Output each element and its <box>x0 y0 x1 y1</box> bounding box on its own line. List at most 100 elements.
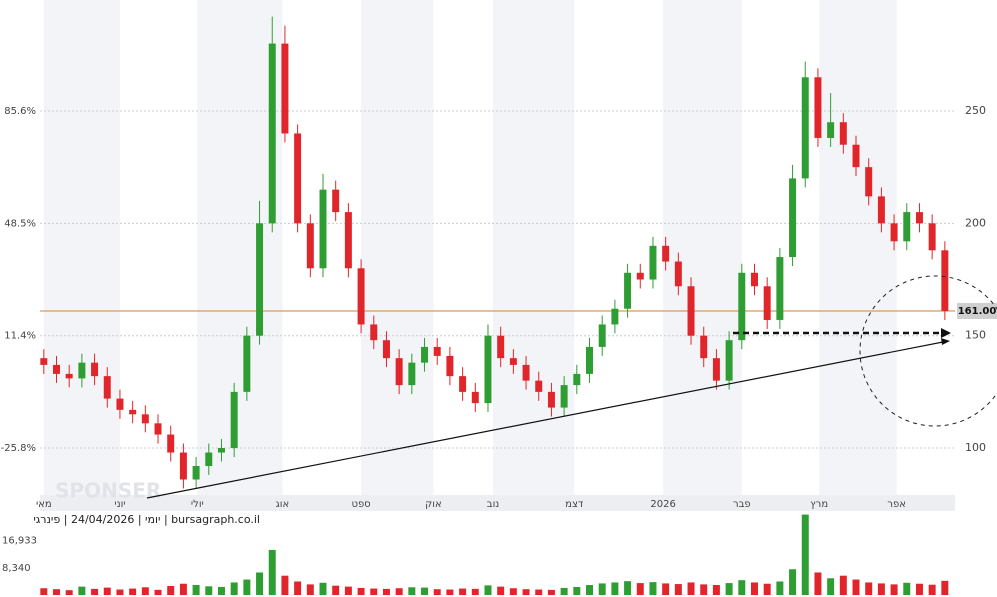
candle-body <box>573 373 581 386</box>
last-price-box <box>957 302 997 319</box>
candle-body <box>915 212 923 224</box>
volume-bar <box>421 587 429 595</box>
volume-bar <box>395 588 403 595</box>
candle-body <box>78 362 86 379</box>
y-tick-label: 250 <box>965 104 986 117</box>
volume-bar <box>433 589 441 595</box>
month-band <box>197 0 283 495</box>
time-axis-strip <box>40 495 955 511</box>
candle-body <box>154 423 162 435</box>
last-price-label: 161.00 <box>958 306 997 317</box>
month-bands <box>43 0 897 495</box>
volume-bar <box>243 579 251 595</box>
month-band <box>663 0 742 495</box>
month-band <box>819 0 897 495</box>
candle-body <box>370 324 378 341</box>
candle-body <box>319 189 327 269</box>
candle-body <box>205 452 213 467</box>
volume-bar <box>332 585 340 595</box>
volume-bar <box>776 581 784 595</box>
candle-body <box>217 448 225 453</box>
x-tick-label: פבר <box>733 499 751 510</box>
volume-bar <box>649 582 657 595</box>
volume-bar <box>700 584 708 595</box>
candle-body <box>624 272 632 309</box>
candle-body <box>357 268 365 325</box>
candle-body <box>192 466 200 480</box>
candle-body <box>129 409 137 415</box>
volume-bar <box>522 589 530 595</box>
x-tick-label: יולי <box>191 499 204 510</box>
candle-body <box>230 391 238 449</box>
y-tick-label: 100 <box>965 441 986 454</box>
volume-tick-label: 8,340 <box>2 563 31 574</box>
volume-bar <box>294 581 302 595</box>
volume-bar <box>217 586 225 595</box>
highlight-circle <box>859 275 997 427</box>
candle-body <box>801 77 809 179</box>
trend-arrow <box>941 338 950 345</box>
volume-bar <box>890 584 898 595</box>
candle-body <box>877 196 885 224</box>
volume-bar <box>509 588 517 595</box>
candle-body <box>750 272 758 287</box>
month-band <box>43 0 120 495</box>
x-tick-label: מאי <box>36 499 52 510</box>
volume-bar <box>268 549 276 595</box>
volume-bar <box>839 575 847 595</box>
candle-body <box>179 452 187 480</box>
volume-bar <box>408 587 416 595</box>
candle-body <box>827 122 835 138</box>
volume-bar <box>738 580 746 595</box>
volume-bar <box>497 586 505 595</box>
candle-body <box>839 122 847 145</box>
volume-bar <box>624 581 632 595</box>
volume-bar <box>116 589 124 595</box>
candle-body <box>586 346 593 374</box>
candle-body <box>674 261 682 287</box>
volume-bar <box>941 580 949 595</box>
volume-bar <box>725 583 733 595</box>
candle-body <box>789 178 797 258</box>
volume-bar <box>763 583 771 595</box>
candle-body <box>560 385 568 408</box>
candle-body <box>344 212 352 269</box>
candle-body <box>712 358 720 381</box>
volume-bar <box>598 583 606 595</box>
candle-body <box>446 355 454 377</box>
candle-body <box>928 223 936 251</box>
volume-bar <box>344 586 352 595</box>
volume-bar <box>573 586 581 595</box>
candle-body <box>865 167 873 197</box>
y-tick-label: 150 <box>965 329 986 342</box>
candle-body <box>268 43 276 224</box>
volume-bar <box>205 586 213 595</box>
volume-bar <box>40 588 48 595</box>
candle-body <box>852 144 860 168</box>
candle-body <box>167 434 175 453</box>
candle-body <box>433 346 441 356</box>
volume-bar <box>852 579 860 595</box>
candle-body <box>522 364 530 381</box>
x-tick-label: ספט <box>351 499 370 510</box>
candle-body <box>814 77 822 138</box>
volume-bar <box>636 583 644 595</box>
volume-bar <box>915 583 923 595</box>
volume-bar <box>281 575 289 595</box>
candle-body <box>306 223 314 269</box>
volume-bar <box>750 582 758 595</box>
volume-bar <box>382 588 390 595</box>
volume-bar <box>560 587 568 595</box>
candle-body <box>65 373 73 379</box>
volume-bar <box>865 582 873 595</box>
candle-body <box>611 308 619 325</box>
candle-body <box>471 391 479 404</box>
volume-tick-label: 16,933 <box>2 536 37 547</box>
x-tick-label: 2026 <box>650 499 675 510</box>
volume-bar <box>484 585 492 595</box>
dashed-arrow-head <box>941 328 951 338</box>
volume-bar <box>306 584 314 595</box>
volume-bar <box>65 590 73 595</box>
candle-body <box>903 212 911 242</box>
